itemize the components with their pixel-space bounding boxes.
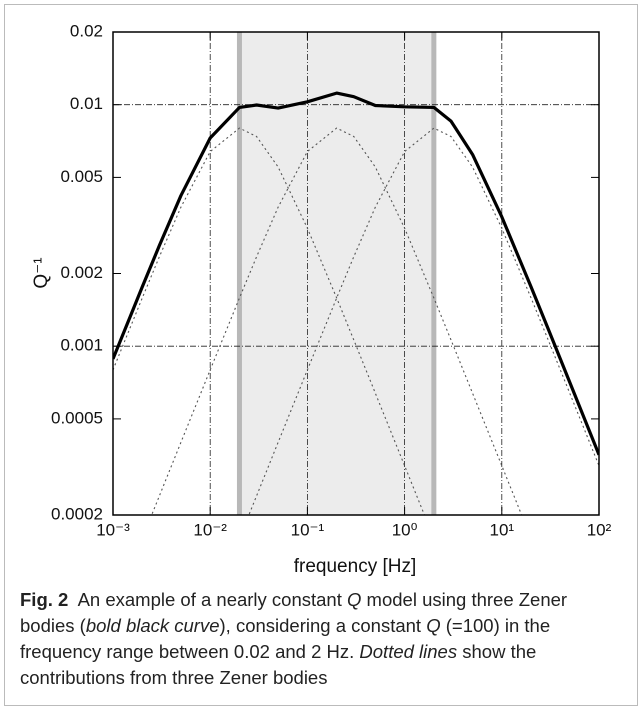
y-axis-label: Q⁻¹: [31, 257, 52, 288]
x-tick-label: 10²: [587, 520, 612, 539]
caption: Fig. 2 An example of a nearly constant Q…: [20, 587, 610, 691]
figure-frame: [4, 4, 638, 706]
y-tick-label: 0.02: [70, 21, 103, 40]
y-tick-label: 0.002: [60, 263, 103, 282]
x-axis-label: frequency [Hz]: [294, 556, 417, 577]
x-tick-label: 10⁰: [392, 520, 418, 539]
x-tick-label: 10¹: [490, 520, 515, 539]
caption-run: bold black curve: [85, 615, 220, 636]
caption-run: ), considering a constant: [219, 615, 427, 636]
plot-area: [113, 91, 599, 515]
caption-run: Dotted lines: [359, 641, 458, 662]
x-tick-label: 10⁻¹: [291, 520, 325, 539]
y-tick-label: 0.005: [60, 167, 103, 186]
caption-run: show the contributions from three Zener …: [20, 641, 542, 688]
y-tick-label: 0.001: [60, 336, 103, 355]
x-tick-label: 10⁻³: [96, 520, 130, 539]
caption-run: Q: [347, 589, 362, 610]
chart: frequency [Hz] Q⁻¹ 10⁻³ 10⁻² 10⁻¹ 10⁰ 10¹ 10²…: [31, 21, 612, 577]
plot-border: [112, 31, 600, 516]
shaded-band: [239, 32, 434, 515]
y-tick-label: 0.0005: [51, 408, 103, 427]
caption-run: An example of a nearly constant: [68, 589, 348, 610]
model-curve: [113, 91, 599, 456]
zener-curve: [113, 127, 426, 515]
caption-run: Q: [426, 615, 441, 636]
y-tick-label: 0.0002: [51, 504, 103, 523]
x-tick-label: 10⁻²: [193, 520, 227, 539]
caption-run: Fig. 2: [20, 589, 69, 610]
zener-curve: [248, 127, 599, 515]
zener-curve: [151, 127, 523, 515]
caption-run: model using three Zener bodies (: [20, 589, 573, 636]
y-tick-label: 0.01: [70, 94, 103, 113]
caption-run: (=100) in the frequency range between 0.…: [20, 615, 556, 662]
